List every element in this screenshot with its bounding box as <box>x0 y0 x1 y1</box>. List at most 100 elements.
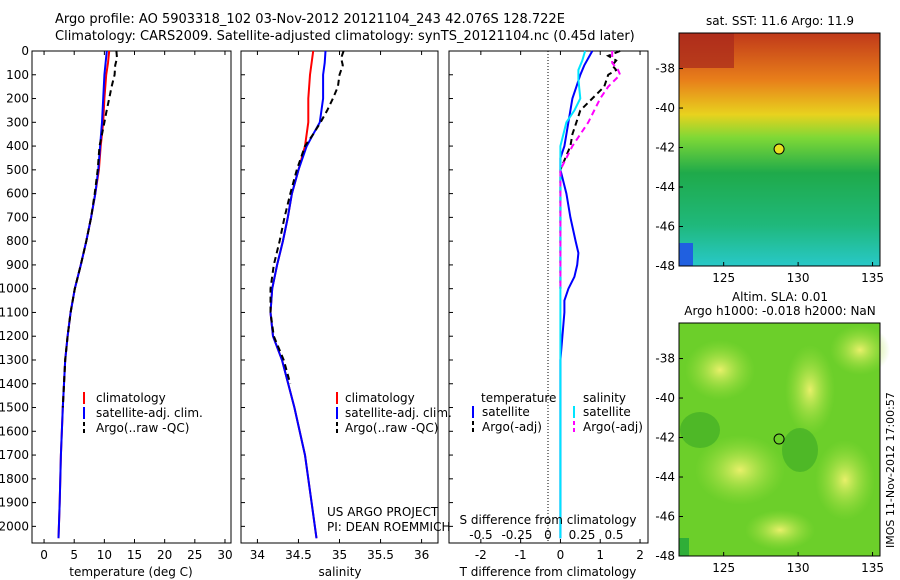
x-tick-label: -2 <box>475 548 487 562</box>
x-tick-label: 2 <box>636 548 644 562</box>
y-tick-label: 1400 <box>0 377 29 391</box>
series-line-argo-raw-qc- <box>269 50 345 385</box>
legend-s-argo-label: Argo(-adj) <box>583 420 643 434</box>
s-tick-label: 0 <box>544 528 552 542</box>
sla-map-title-line2: Argo h1000: -0.018 h2000: NaN <box>684 304 876 318</box>
x-tick-label: 0 <box>40 548 48 562</box>
s-tick-label: -0.25 <box>501 528 532 542</box>
y-tick-label: 1200 <box>0 329 29 343</box>
x-tick-label: 5 <box>70 548 78 562</box>
sla-map: Altim. SLA: 0.01 Argo h1000: -0.018 h200… <box>655 290 897 575</box>
y-tick-label: 900 <box>6 258 29 272</box>
legend-salinity-heading: salinity <box>583 391 626 405</box>
argo-location-marker <box>773 433 785 445</box>
sst-cold-corner <box>679 243 693 266</box>
difference-xlabel: T difference from climatology <box>459 565 637 579</box>
sla-blob <box>785 345 835 435</box>
temperature-axes-frame <box>31 50 232 544</box>
map-y-tick-label: -38 <box>655 62 675 76</box>
map-y-tick-label: -38 <box>655 352 675 366</box>
legend-t-argo-label: Argo(-adj) <box>482 420 542 434</box>
x-tick-label: 34 <box>250 548 265 562</box>
map-x-tick-label: 135 <box>861 561 884 575</box>
y-tick-label: 100 <box>6 68 29 82</box>
x-tick-label: 35.5 <box>367 548 394 562</box>
map-y-tick-label: -46 <box>655 220 675 234</box>
temperature-panel: 0100200300400500600700800900100011001200… <box>0 44 233 579</box>
map-y-tick-label: -40 <box>655 101 675 115</box>
salinity-xlabel: salinity <box>318 565 361 579</box>
x-tick-label: 36 <box>414 548 429 562</box>
sla-cold-corner <box>679 538 689 556</box>
series-line-satellite <box>559 50 587 539</box>
map-x-tick-label: 125 <box>712 271 735 285</box>
temperature-xlabel: temperature (deg C) <box>69 565 192 579</box>
y-tick-label: 1100 <box>0 305 29 319</box>
y-tick-label: 1800 <box>0 472 29 486</box>
map-y-tick-label: -42 <box>655 431 675 445</box>
s-difference-label: S difference from climatology <box>460 513 637 527</box>
sst-map-title: sat. SST: 11.6 Argo: 11.9 <box>706 14 854 28</box>
map-y-tick-label: -48 <box>655 259 675 273</box>
sst-warm-corner <box>679 33 734 68</box>
x-tick-label: 10 <box>97 548 112 562</box>
map-x-tick-label: 130 <box>787 271 810 285</box>
legend-t-satellite-label: satellite <box>482 405 530 419</box>
series-line-satellite-adj-clim- <box>269 50 327 539</box>
sla-map-frame <box>678 322 881 557</box>
s-difference-ticks: -0.5 -0.25 0 0.25 0.5 <box>469 528 623 542</box>
imos-timestamp: IMOS 11-Nov-2012 17:00:57 <box>884 392 897 548</box>
y-tick-label: 800 <box>6 234 29 248</box>
sst-map-frame <box>678 32 881 267</box>
series-line-argo-adj- <box>559 51 622 289</box>
sla-blob <box>695 435 785 505</box>
sla-blob <box>685 340 755 400</box>
y-tick-label: 200 <box>6 92 29 106</box>
legend-temperature-heading: temperature <box>481 391 556 405</box>
sla-map-title-line1: Altim. SLA: 0.01 <box>732 290 828 304</box>
map-y-tick-label: -48 <box>655 549 675 563</box>
legend-argo-label: Argo(..raw -QC) <box>345 421 438 435</box>
temperature-legend: climatology satellite-adj. clim. Argo(..… <box>83 391 203 435</box>
y-tick-label: 700 <box>6 210 29 224</box>
y-tick-label: 600 <box>6 187 29 201</box>
sla-blob <box>815 440 875 520</box>
legend-sat-adj-label: satellite-adj. clim. <box>96 406 203 420</box>
s-tick-label: 0.5 <box>604 528 623 542</box>
s-tick-label: -0.5 <box>469 528 492 542</box>
x-tick-label: 25 <box>187 548 202 562</box>
salinity-legend: climatology satellite-adj. clim. Argo(..… <box>336 391 452 435</box>
map-y-tick-label: -44 <box>655 470 675 484</box>
x-tick-label: 15 <box>127 548 142 562</box>
x-tick-label: -1 <box>515 548 527 562</box>
credit-pi: PI: DEAN ROEMMICH <box>327 520 450 534</box>
y-tick-label: 0 <box>21 44 29 58</box>
y-tick-label: 1700 <box>0 448 29 462</box>
y-tick-label: 1300 <box>0 353 29 367</box>
legend-s-satellite-label: satellite <box>583 405 631 419</box>
y-tick-label: 500 <box>6 163 29 177</box>
s-tick-label: 0.25 <box>569 528 596 542</box>
legend-climatology-label: climatology <box>96 391 166 405</box>
y-tick-label: 300 <box>6 115 29 129</box>
y-tick-label: 400 <box>6 139 29 153</box>
map-x-tick-label: 125 <box>712 561 735 575</box>
x-tick-label: 34.5 <box>285 548 312 562</box>
legend-argo-label: Argo(..raw -QC) <box>96 421 189 435</box>
y-tick-label: 1600 <box>0 424 29 438</box>
series-line-satellite <box>559 50 594 539</box>
map-y-tick-label: -42 <box>655 141 675 155</box>
credit-project: US ARGO PROJECT <box>327 505 439 519</box>
difference-legend: temperature salinity satellite Argo(-adj… <box>472 391 643 434</box>
legend-climatology-label: climatology <box>345 391 415 405</box>
salinity-panel: 34 34.5 35 35.5 36 salinity climatology sate… <box>240 50 452 579</box>
x-tick-label: 1 <box>596 548 604 562</box>
sst-map: sat. SST: 11.6 Argo: 11.9 125 130 135 -38 -4… <box>655 14 884 285</box>
y-tick-label: 1500 <box>0 401 29 415</box>
x-tick-label: 30 <box>217 548 232 562</box>
x-tick-label: 35 <box>332 548 347 562</box>
sla-blob <box>830 325 890 375</box>
sla-blob <box>745 510 815 550</box>
sla-dark-patch <box>680 412 720 448</box>
